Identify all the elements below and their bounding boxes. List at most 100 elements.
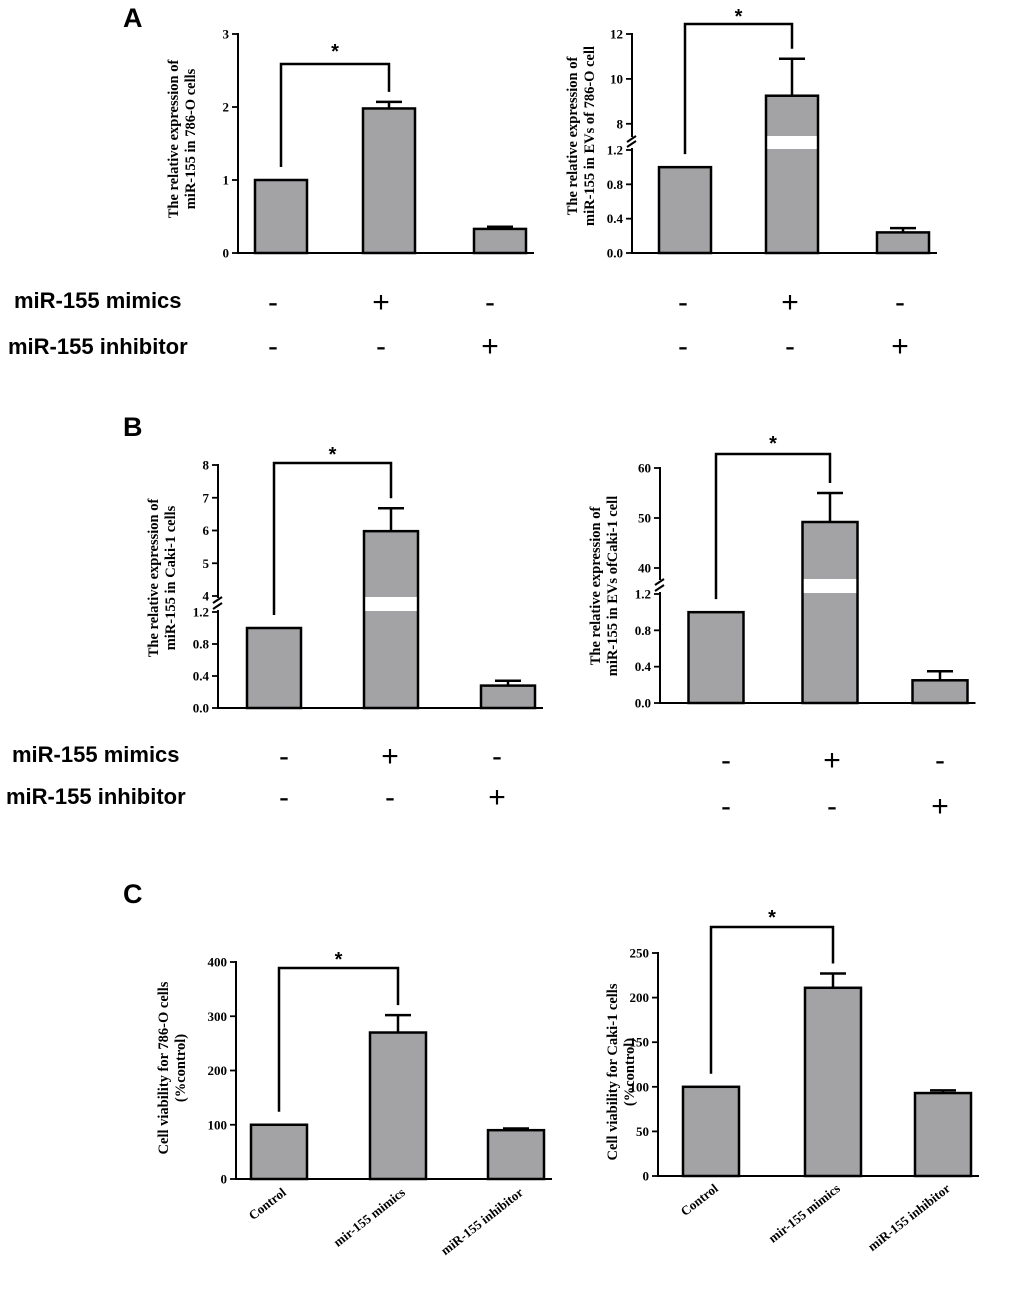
y-axis-label-line: miR-155 in 786-O cells <box>183 68 199 209</box>
y-axis-label-line: miR-155 in EVs ofCaki-1 cell <box>605 496 621 676</box>
bar <box>875 231 931 255</box>
treatment-sign-inhibitor: - <box>376 330 386 363</box>
axis-break-mark <box>626 135 637 143</box>
bar <box>764 94 820 255</box>
chart-b-left: 0.0 0.4 0.8 1.24 5 6 7 8 The relative expression… <box>146 444 543 814</box>
treatment-sign-inhibitor: + <box>891 330 909 363</box>
significance-bracket <box>277 966 400 1112</box>
axis-break-gap <box>767 136 817 149</box>
axis-break-mark <box>626 140 637 148</box>
panel-label-b: B <box>123 412 143 442</box>
y-tick-label: 1.2 <box>635 587 651 602</box>
treatment-sign-mimics: - <box>492 740 502 773</box>
y-tick-label: 50 <box>638 511 651 526</box>
y-tick-label: 200 <box>630 990 650 1005</box>
y-tick-label: 12 <box>610 27 623 42</box>
bar <box>486 1128 546 1181</box>
category-label: miR-155 inhibitor <box>865 1180 953 1254</box>
treatment-label-mimics-a: miR-155 mimics <box>14 288 182 313</box>
y-tick-label: 1.2 <box>607 143 623 158</box>
significance-star: * <box>735 6 743 28</box>
treatment-sign-inhibitor: - <box>785 330 795 363</box>
y-axis-label-line: The relative expression of <box>565 57 581 216</box>
y-tick-label: 0 <box>643 1169 650 1184</box>
bar <box>913 1091 973 1178</box>
y-tick-label: 2 <box>223 100 230 115</box>
y-axis-label-line: (%control) <box>173 1034 189 1102</box>
y-axis-label-line: Cell viability for Caki-1 cells <box>605 983 621 1160</box>
y-axis-label-line: Cell viability for 786-O cells <box>156 981 172 1154</box>
category-label: mir-155 mimics <box>765 1181 842 1246</box>
y-axis-label: The relative expression ofmiR-155 in EVs… <box>565 46 598 226</box>
y-axis-label: The relative expression ofmiR-155 in EVs… <box>588 496 621 676</box>
bar <box>911 679 969 705</box>
y-tick-label: 0.8 <box>193 637 210 652</box>
y-tick-label: 7 <box>203 490 210 505</box>
significance-star: * <box>331 41 339 63</box>
chart-a-right: 0.0 0.4 0.8 1.2 8 10 12 The relative expression… <box>565 6 937 363</box>
chart-c-left: 0 100 200 300 400 Cell viability for 786-O ce… <box>156 949 552 1258</box>
category-label: miR-155 inhibitor <box>438 1184 526 1258</box>
treatment-sign-inhibitor: + <box>481 330 499 363</box>
treatment-sign-mimics: - <box>485 286 495 319</box>
treatment-sign-inhibitor: + <box>931 790 949 823</box>
y-tick-label: 0 <box>221 1172 228 1187</box>
bar <box>681 1085 741 1178</box>
y-tick-label: 0.4 <box>193 669 210 684</box>
treatment-label-inhibitor-a: miR-155 inhibitor <box>8 334 188 359</box>
y-tick-label: 400 <box>208 955 228 970</box>
bar <box>479 684 537 710</box>
treatment-sign-inhibitor: - <box>827 790 837 823</box>
bar <box>362 529 420 710</box>
treatment-sign-inhibitor: - <box>385 781 395 814</box>
treatment-sign-mimics: - <box>268 286 278 319</box>
treatment-sign-mimics: - <box>279 740 289 773</box>
y-tick-label: 0.8 <box>635 623 652 638</box>
y-tick-label: 6 <box>203 523 210 538</box>
axis-break-mark <box>654 578 665 586</box>
chart-c-right: 0 50 100 150 200 250 Cell viability for Caki-1… <box>605 907 979 1254</box>
treatment-sign-mimics: - <box>721 744 731 777</box>
category-label: Control <box>246 1184 289 1223</box>
y-tick-label: 0.4 <box>635 659 652 674</box>
treatment-sign-mimics: - <box>678 286 688 319</box>
y-tick-label: 4 <box>203 589 210 604</box>
bar <box>472 227 528 255</box>
y-tick-label: 0.0 <box>635 696 651 711</box>
category-label: Control <box>678 1180 721 1219</box>
significance-bracket <box>272 461 393 615</box>
y-tick-label: 1.2 <box>193 605 209 620</box>
axis-break-mark <box>212 602 223 610</box>
treatment-sign-mimics: - <box>935 744 945 777</box>
bar <box>249 1123 309 1181</box>
y-tick-label: 0.4 <box>607 211 624 226</box>
bar <box>803 986 863 1178</box>
treatment-label-mimics-b: miR-155 mimics <box>12 742 180 767</box>
category-label: mir-155 mimics <box>330 1185 407 1250</box>
y-axis-label-line: miR-155 in Caki-1 cells <box>163 505 179 650</box>
y-axis-label: The relative expression ofmiR-155 in 786… <box>166 60 199 219</box>
chart-a-left: 0 1 2 3 The relative expression ofmiR-155 in… <box>166 27 534 363</box>
treatment-sign-mimics: - <box>895 286 905 319</box>
y-tick-label: 0.0 <box>607 246 623 261</box>
treatment-sign-inhibitor: - <box>678 330 688 363</box>
treatment-sign-inhibitor: - <box>268 330 278 363</box>
axis-break-gap <box>803 579 857 593</box>
y-axis-label-line: The relative expression of <box>166 60 182 219</box>
significance-bracket <box>279 62 391 167</box>
y-tick-label: 8 <box>617 116 624 131</box>
bar <box>245 626 303 710</box>
significance-bracket <box>683 22 794 155</box>
y-axis-label: The relative expression ofmiR-155 in Cak… <box>146 499 179 658</box>
bar <box>361 107 417 255</box>
treatment-sign-mimics: + <box>781 286 799 319</box>
treatment-sign-inhibitor: - <box>721 790 731 823</box>
panel-label-a: A <box>123 3 143 33</box>
y-tick-label: 60 <box>638 461 651 476</box>
bar <box>687 610 745 705</box>
panel-label-c: C <box>123 879 143 909</box>
y-tick-label: 3 <box>223 27 230 42</box>
significance-bracket <box>709 925 835 1074</box>
y-tick-label: 250 <box>630 946 650 961</box>
